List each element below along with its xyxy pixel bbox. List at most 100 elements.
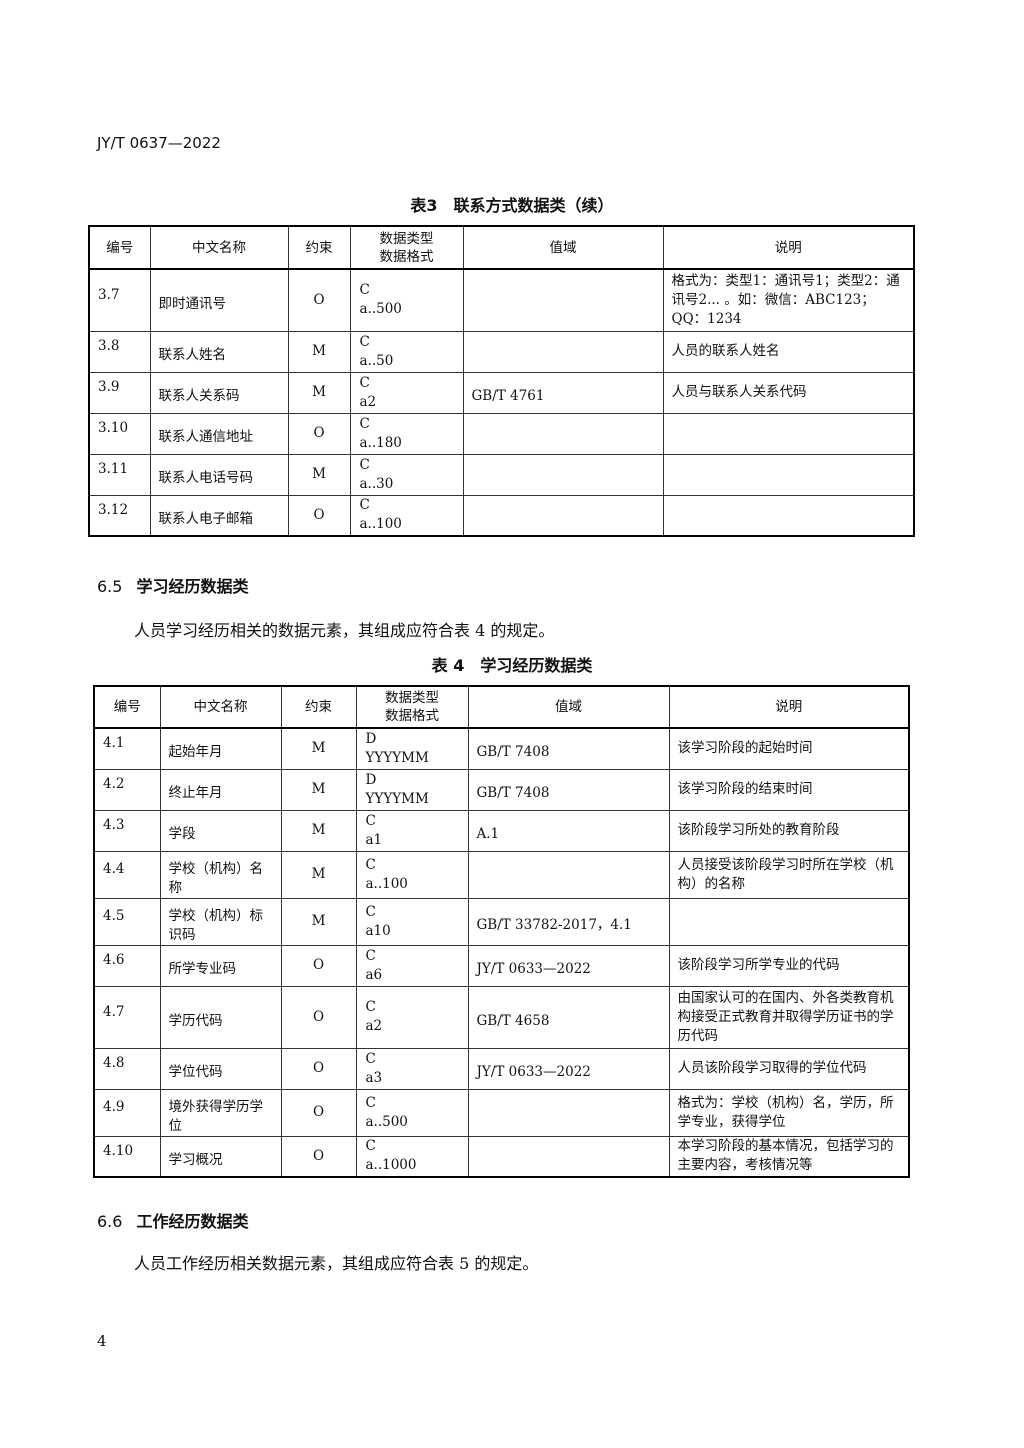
table-cell: C a10 (355, 897, 469, 946)
section-title: 学习经历数据类 (136, 577, 249, 596)
table-cell: 4.3 (93, 809, 161, 852)
table-cell: 学习概况 (159, 1135, 282, 1178)
table-cell: C a..30 (349, 453, 464, 496)
table3: 编号 中文名称 约束 数据类型 数据格式 值域 说明 3.7 即时通讯号 O C a..500 格式… (88, 225, 915, 537)
table-row: 3.7 即时通讯号 O C a..500 格式为：类型1：通讯号1；类型2：通讯号2..… (88, 268, 915, 332)
table-cell: 4.6 (93, 944, 161, 987)
table-cell: 格式为：类型1：通讯号1；类型2：通讯号2... 。如：微信：ABC123；QQ… (662, 268, 915, 332)
table-cell: M (287, 453, 351, 496)
table4-caption: 表 4 学习经历数据类 (431, 656, 593, 675)
table-cell: M (287, 330, 351, 373)
table-cell: 学位代码 (159, 1047, 282, 1090)
table-cell: 本学习阶段的基本情况，包括学习的主要内容，考核情况等 (668, 1135, 910, 1178)
table-cell: 3.10 (88, 412, 151, 455)
table-cell: A.1 (467, 809, 670, 852)
table-cell: 起始年月 (159, 727, 282, 770)
table-cell: 3.9 (88, 371, 151, 414)
table-cell: M (287, 371, 351, 414)
table-row: 4.10 学习概况 O C a..1000 本学习阶段的基本情况，包括学习的主要内容，考… (93, 1135, 910, 1178)
table-cell: 3.8 (88, 330, 151, 373)
table-cell: 学校（机构）标识码 (159, 897, 282, 946)
table-row: 3.11 联系人电话号码 M C a..30 (88, 453, 915, 496)
column-header: 值域 (467, 685, 670, 729)
section-number: 6.6 (97, 1212, 123, 1231)
table-cell: 人员与联系人关系代码 (662, 371, 915, 414)
table-cell: O (280, 1135, 357, 1178)
table-cell (662, 494, 915, 537)
table-cell: 人员的联系人姓名 (662, 330, 915, 373)
table-cell (462, 494, 664, 537)
table-cell: 4.8 (93, 1047, 161, 1090)
table-cell: 4.5 (93, 897, 161, 946)
table-cell: GB/T 4761 (462, 371, 664, 414)
section-6-6-text: 人员工作经历相关数据元素，其组成应符合表 5 的规定。 (134, 1254, 539, 1273)
table-cell: D YYYYMM (355, 727, 469, 770)
table-cell: C a..1000 (355, 1135, 469, 1178)
table-cell: C a2 (355, 985, 469, 1049)
page-number: 4 (97, 1332, 107, 1350)
table-cell: O (287, 412, 351, 455)
table-cell: O (287, 268, 351, 332)
table-cell: 格式为：学校（机构）名，学历，所学专业，获得学位 (668, 1088, 910, 1137)
section-6-5-heading: 6.5 学习经历数据类 (97, 573, 248, 597)
table-cell (668, 897, 910, 946)
table-cell (462, 268, 664, 332)
table-cell: 4.2 (93, 768, 161, 811)
table-cell (462, 453, 664, 496)
column-header: 数据类型 数据格式 (355, 685, 469, 729)
column-header: 中文名称 (159, 685, 282, 729)
table-cell: 3.11 (88, 453, 151, 496)
table-cell (462, 330, 664, 373)
table-cell: 该学习阶段的起始时间 (668, 727, 910, 770)
table-cell: 联系人电子邮箱 (149, 494, 289, 537)
table-cell (462, 412, 664, 455)
table-cell: 联系人姓名 (149, 330, 289, 373)
table-cell: 3.12 (88, 494, 151, 537)
table-cell: 4.9 (93, 1088, 161, 1137)
table-cell: O (280, 985, 357, 1049)
section-6-5-text: 人员学习经历相关的数据元素，其组成应符合表 4 的规定。 (134, 621, 555, 640)
table-row: 3.9 联系人关系码 M C a2 GB/T 4761 人员与联系人关系代码 (88, 371, 915, 414)
table-cell: O (287, 494, 351, 537)
table-cell: 4.7 (93, 985, 161, 1049)
table-cell: C a..50 (349, 330, 464, 373)
table4: 编号 中文名称 约束 数据类型 数据格式 值域 说明 4.1 起始年月 M D YYYYMM GB/… (93, 685, 910, 1178)
table-cell: M (280, 768, 357, 811)
header-row: 编号 中文名称 约束 数据类型 数据格式 值域 说明 (93, 685, 910, 729)
table-cell: C a..500 (355, 1088, 469, 1137)
table-cell: C a..100 (355, 850, 469, 899)
table-cell: JY/T 0633—2022 (467, 1047, 670, 1090)
column-header: 数据类型 数据格式 (349, 225, 464, 270)
table-row: 4.1 起始年月 M D YYYYMM GB/T 7408 该学习阶段的起始时间 (93, 727, 910, 770)
table-cell: C a6 (355, 944, 469, 987)
header-row: 编号 中文名称 约束 数据类型 数据格式 值域 说明 (88, 225, 915, 270)
table-row: 3.10 联系人通信地址 O C a..180 (88, 412, 915, 455)
table-cell (467, 850, 670, 899)
table-cell: GB/T 33782-2017，4.1 (467, 897, 670, 946)
table-row: 4.5 学校（机构）标识码 M C a10 GB/T 33782-2017，4.1 (93, 897, 910, 946)
table-row: 4.9 境外获得学历学位 O C a..500 格式为：学校（机构）名，学历，所学专业，… (93, 1088, 910, 1137)
section-6-6-heading: 6.6 工作经历数据类 (97, 1208, 248, 1232)
table-cell: JY/T 0633—2022 (467, 944, 670, 987)
table-cell: GB/T 7408 (467, 727, 670, 770)
table-cell (467, 1088, 670, 1137)
table-cell: 人员接受该阶段学习时所在学校（机构）的名称 (668, 850, 910, 899)
table-cell: 3.7 (88, 268, 151, 332)
table-cell: 学校（机构）名称 (159, 850, 282, 899)
column-header: 说明 (662, 225, 915, 270)
column-header: 约束 (280, 685, 357, 729)
table-row: 4.8 学位代码 O C a3 JY/T 0633—2022 人员该阶段学习取得的学位代码 (93, 1047, 910, 1090)
table-cell: O (280, 944, 357, 987)
table-cell (467, 1135, 670, 1178)
table-cell: 4.10 (93, 1135, 161, 1178)
table-cell: M (280, 727, 357, 770)
table-cell: C a..100 (349, 494, 464, 537)
column-header: 约束 (287, 225, 351, 270)
table-row: 4.4 学校（机构）名称 M C a..100 人员接受该阶段学习时所在学校（机构）的名… (93, 850, 910, 899)
table-cell: M (280, 809, 357, 852)
table-cell: 4.4 (93, 850, 161, 899)
table-cell: 该学习阶段的结束时间 (668, 768, 910, 811)
table-cell: O (280, 1088, 357, 1137)
column-header: 中文名称 (149, 225, 289, 270)
